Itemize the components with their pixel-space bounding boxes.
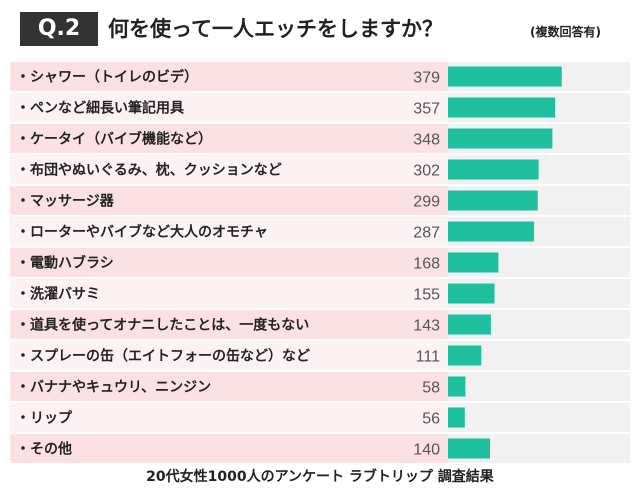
value-label: 168 xyxy=(413,256,440,273)
bar xyxy=(448,376,466,397)
value-label: 302 xyxy=(413,163,440,180)
category-label: ・洗濯バサミ xyxy=(16,286,100,303)
value-label: 155 xyxy=(413,287,440,304)
value-label: 56 xyxy=(422,411,440,428)
bar xyxy=(448,345,482,366)
chart-header: Q.2 何を使って一人エッチをしますか？ (複数回答有) xyxy=(12,8,628,52)
category-label: ・電動ハブラシ xyxy=(16,255,114,272)
category-label: ・スプレーの缶（エイトフォーの缶など）など xyxy=(16,348,310,365)
category-label: ・道具を使ってオナニしたことは、一度もない xyxy=(16,317,309,334)
value-label: 58 xyxy=(422,380,440,397)
bar xyxy=(448,190,538,211)
bar xyxy=(448,252,499,273)
value-label: 287 xyxy=(413,225,440,242)
bar xyxy=(448,97,556,118)
value-label: 379 xyxy=(413,70,440,87)
bar xyxy=(448,66,562,87)
value-label: 140 xyxy=(413,442,440,459)
category-label: ・ローターやバイブなど大人のオモチャ xyxy=(16,224,268,241)
bar xyxy=(448,314,491,335)
value-label: 348 xyxy=(413,132,440,149)
category-label: ・マッサージ器 xyxy=(16,194,115,210)
chart-subtitle: (複数回答有) xyxy=(530,25,601,39)
category-label: ・ペンなど細長い筆記用具 xyxy=(16,100,184,117)
chart-footer: 20代女性1000人のアンケート ラブトリップ 調査結果 xyxy=(146,469,494,485)
bar xyxy=(448,438,490,459)
category-label: ・布団やぬいぐるみ、枕、クッションなど xyxy=(16,162,282,179)
category-label: ・その他 xyxy=(16,441,72,458)
bar xyxy=(448,128,553,149)
value-label: 299 xyxy=(413,194,440,211)
bar-track xyxy=(448,403,630,432)
value-label: 111 xyxy=(416,349,440,366)
bar xyxy=(448,159,539,180)
bar-track xyxy=(448,372,630,401)
bar xyxy=(448,283,495,304)
value-label: 143 xyxy=(413,318,440,335)
category-label: ・ケータイ（バイブ機能など） xyxy=(16,131,212,148)
category-label: ・バナナやキュウリ、ニンジン xyxy=(16,380,211,396)
value-label: 357 xyxy=(413,101,440,118)
question-badge: Q.2 xyxy=(20,12,98,46)
bar xyxy=(448,407,465,428)
category-label: ・リップ xyxy=(16,411,73,427)
chart-title: 何を使って一人エッチをしますか？ xyxy=(108,17,443,41)
bar xyxy=(448,221,535,242)
category-label: ・シャワー（トイレのビデ） xyxy=(16,69,198,86)
